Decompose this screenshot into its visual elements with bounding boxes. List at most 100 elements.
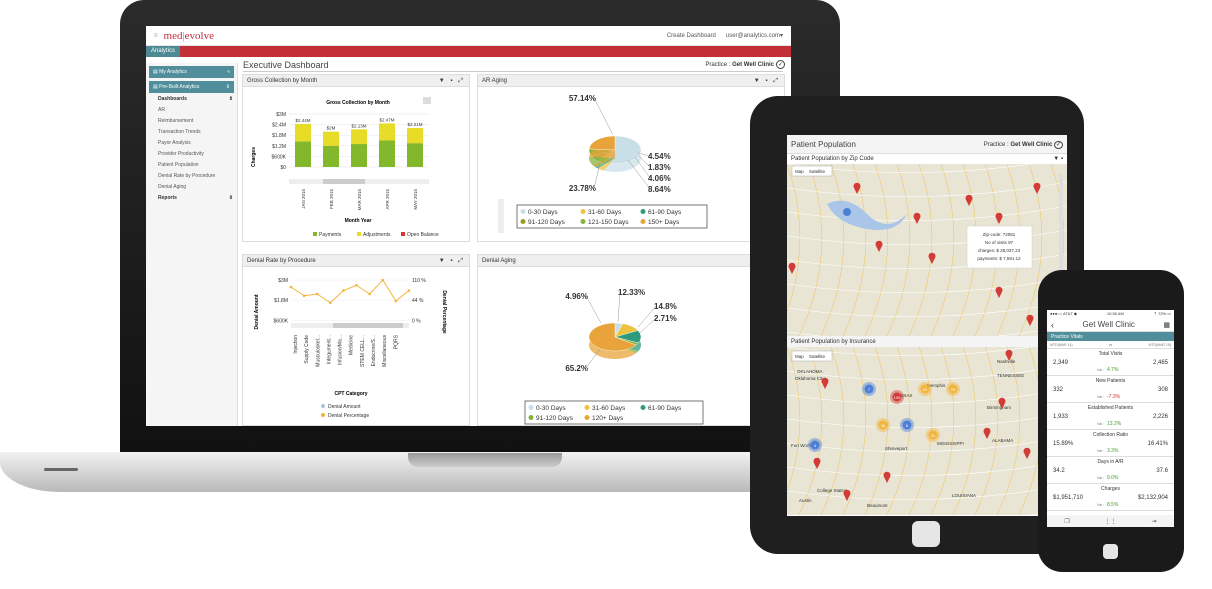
panel-tools[interactable]: ▼ ▪ ⤢ <box>438 78 465 84</box>
x-tick-label: Endocrine/S... <box>371 335 377 366</box>
pie-slice <box>588 135 616 151</box>
col-header: MTD(MAR 15) <box>1148 343 1171 347</box>
sidebar-item[interactable]: Denial Rate by Procedure <box>158 173 216 179</box>
cluster-marker[interactable] <box>878 420 888 430</box>
cluster-marker[interactable] <box>892 392 902 402</box>
map-pin[interactable] <box>983 427 991 439</box>
map-pin[interactable] <box>821 377 829 389</box>
kpi-row[interactable]: Total Visits 2,349 2,465 Var : 4.7% <box>1047 349 1174 376</box>
map-pin[interactable] <box>875 240 883 252</box>
insurance-map[interactable]: Map Satellite OKLAHOMA Oklahoma City TENNESS… <box>787 347 1067 515</box>
road <box>886 164 911 336</box>
sidebar-item[interactable]: Provider Productivity <box>158 151 204 157</box>
scroll-thumb[interactable] <box>333 323 403 328</box>
panel-denial-rate: Denial Rate by Procedure ▼ ▪ ⤢ Denial Amo… <box>242 254 470 426</box>
sidebar-item[interactable]: Reimbursement <box>158 118 194 124</box>
sidebar-reports[interactable]: Reports ⇕ <box>158 195 233 201</box>
road <box>820 347 845 515</box>
y-tick-label: $3M <box>278 278 288 284</box>
kpi-row[interactable]: Collection Ratio 15.89% 16.41% Var : 3.3… <box>1047 430 1174 457</box>
panel-tools[interactable]: ▼ ▪ ⤢ <box>438 258 465 264</box>
map-pin[interactable] <box>883 471 891 483</box>
map-pin[interactable] <box>1026 314 1034 326</box>
create-dashboard-link[interactable]: Create Dashboard <box>666 32 716 39</box>
map-pin[interactable] <box>1023 447 1031 459</box>
tablet-practice[interactable]: Practice : Get Well Clinic ✓ <box>983 140 1063 149</box>
satellite-button: Satellite <box>809 354 826 359</box>
y-axis-label: Denial Amount <box>254 294 260 329</box>
sidebar-item[interactable]: Transaction Trends <box>158 129 201 135</box>
export-icon[interactable] <box>423 97 431 104</box>
panel-tools[interactable]: ▼ ▪ <box>1053 156 1063 162</box>
back-icon[interactable]: ‹ <box>1051 319 1054 330</box>
data-label: 8.64% <box>648 185 671 194</box>
map-pin[interactable] <box>1005 349 1013 361</box>
grid-icon[interactable]: ⋮⋮ <box>1104 518 1117 525</box>
map-pin[interactable] <box>853 182 861 194</box>
tablet-home-button[interactable] <box>912 521 940 547</box>
tooltip-line: charges: $ 28,037.23 <box>978 248 1021 253</box>
map-pin[interactable] <box>998 397 1006 409</box>
user-menu[interactable]: user@analytics.com▾ <box>725 33 783 39</box>
map-pin[interactable] <box>928 252 936 264</box>
sidebar-item[interactable]: Denial Aging <box>158 184 187 190</box>
panel-gross-collection: Gross Collection by Month ▼ ▪ ⤢ Gross Col… <box>242 74 470 242</box>
map-pin[interactable] <box>813 457 821 469</box>
practice-selector[interactable]: Practice : Get Well Clinic ✓ <box>705 60 785 69</box>
bar-payments <box>351 144 367 167</box>
cluster-marker[interactable] <box>864 384 874 394</box>
legend-marker <box>528 415 534 420</box>
legend-item: Adjustments <box>363 232 391 238</box>
sidebar-item[interactable]: Payor Analysis <box>158 140 191 146</box>
map-type-control[interactable] <box>791 350 833 362</box>
data-label: 57.14% <box>569 94 596 103</box>
data-label: 65.2% <box>565 364 588 373</box>
scrollbar[interactable] <box>498 199 504 233</box>
menu-icon[interactable]: ▦ <box>1163 321 1170 329</box>
logout-icon[interactable]: ⇥ <box>1151 518 1157 525</box>
sidebar-item[interactable]: Patient Population <box>158 162 199 168</box>
kpi-row[interactable]: Days in A/R 34.2 37.6 Var : 9.0% <box>1047 457 1174 484</box>
kpi-row[interactable]: Charges $1,951,710 $2,132,904 Var : 8.5% <box>1047 484 1174 511</box>
kpi-row[interactable]: New Patients 332 308 Var : -7.3% <box>1047 376 1174 403</box>
scroll-thumb[interactable] <box>323 179 365 184</box>
map-pin[interactable] <box>995 286 1003 298</box>
cluster-marker[interactable] <box>902 420 912 430</box>
road <box>864 164 889 336</box>
data-point <box>329 301 332 305</box>
zip-map[interactable]: Map Satellite Zip-code: 72081 No of visits … <box>787 164 1067 336</box>
map-pin[interactable] <box>843 489 851 501</box>
leader-line <box>627 159 651 190</box>
kpi-variance: 3.3% <box>1107 448 1119 454</box>
cluster-marker[interactable] <box>843 208 851 216</box>
tab-analytics[interactable]: Analytics <box>146 46 181 57</box>
sidebar-item[interactable]: AR <box>158 107 165 113</box>
leader-line <box>617 291 621 323</box>
kpi-label: Days in A/R <box>1097 459 1124 465</box>
scrollbar[interactable] <box>1059 174 1063 324</box>
map-pin[interactable] <box>788 262 796 274</box>
cluster-marker[interactable] <box>928 430 938 440</box>
sidebar-dashboards[interactable]: Dashboards ⇕ <box>158 96 233 102</box>
bar-payments <box>295 141 311 167</box>
map-pin[interactable] <box>995 212 1003 224</box>
y-axis-label: Charges <box>251 147 257 167</box>
cluster-marker[interactable] <box>920 384 930 394</box>
panel-ar-aging: AR Aging ▼ ▪ ⤢ 57.14% 4.54% 1.83% 4.06% 8.64%… <box>477 74 785 242</box>
phone-home-button[interactable] <box>1103 544 1118 559</box>
panel-tools[interactable]: ▼ ▪ ⤢ <box>753 78 780 84</box>
map-pin[interactable] <box>1033 182 1041 194</box>
sidebar-prebuilt-analytics[interactable]: ▤ Pre-Built Analytics ⇕ <box>149 81 234 93</box>
cluster-marker[interactable] <box>810 440 820 450</box>
kpi-row[interactable]: Established Patients 1,933 2,226 Var : 1… <box>1047 403 1174 430</box>
map-type-control[interactable] <box>791 165 833 177</box>
copy-icon[interactable]: ❐ <box>1064 518 1070 525</box>
y-tick-label: $1.8M <box>272 133 286 139</box>
map-pin[interactable] <box>913 212 921 224</box>
cluster-count: 32 <box>931 433 936 438</box>
sidebar-my-analytics[interactable]: ▤ My Analytics « <box>149 66 234 78</box>
cluster-marker[interactable] <box>948 384 958 394</box>
menu-icon[interactable]: ≡ <box>154 32 158 39</box>
map-pin[interactable] <box>965 194 973 206</box>
road <box>787 277 1067 293</box>
